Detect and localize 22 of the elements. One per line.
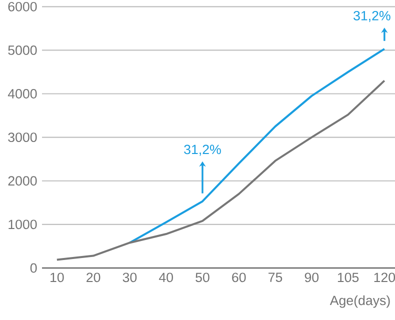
x-tick-label: 75 <box>268 272 282 282</box>
x-tick-label: 20 <box>86 272 100 282</box>
y-tick-label: 2000 <box>8 176 37 186</box>
line-series <box>56 80 386 261</box>
y-tick-label: 4000 <box>8 89 37 98</box>
x-axis-title: Age(days) <box>330 295 390 308</box>
y-tick-label: 0 <box>30 263 37 273</box>
annotation: 31,2% <box>184 144 221 156</box>
x-tick-label: 90 <box>304 272 319 282</box>
x-tick-label: 40 <box>158 272 173 282</box>
x-tick-label: 10 <box>50 272 64 282</box>
y-tick-label: 3000 <box>8 132 37 142</box>
x-tick-label: 120 <box>374 272 395 282</box>
y-tick-label: 5000 <box>8 46 37 55</box>
y-tick-label: 1000 <box>8 220 37 230</box>
x-tick-label: 30 <box>122 272 137 282</box>
annotation: 31,2% <box>354 10 390 22</box>
x-tick-label: 50 <box>196 272 210 282</box>
line-series <box>128 48 386 244</box>
x-tick-label: 105 <box>338 272 359 282</box>
x-tick-label: 60 <box>232 272 246 282</box>
y-tick-label: 6000 <box>8 2 37 12</box>
